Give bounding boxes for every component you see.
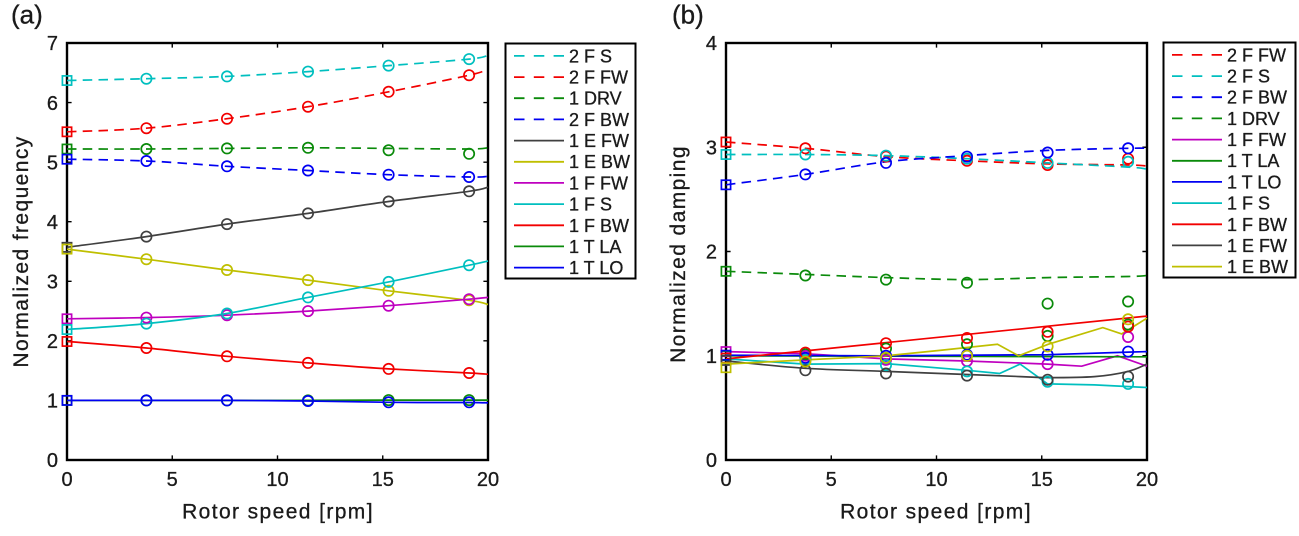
svg-text:20: 20 — [477, 469, 499, 491]
svg-text:1 DRV: 1 DRV — [569, 89, 622, 109]
svg-text:4: 4 — [706, 33, 717, 55]
svg-text:2 F S: 2 F S — [569, 46, 612, 66]
svg-text:2 F S: 2 F S — [1227, 67, 1270, 87]
svg-text:1 E FW: 1 E FW — [569, 131, 629, 151]
svg-text:15: 15 — [1031, 469, 1053, 491]
svg-text:2: 2 — [706, 242, 717, 264]
svg-text:4: 4 — [47, 212, 58, 234]
svg-text:1 F S: 1 F S — [569, 195, 612, 215]
svg-text:0: 0 — [47, 450, 58, 472]
svg-text:Normalized damping: Normalized damping — [667, 145, 690, 363]
svg-text:(b): (b) — [672, 0, 704, 30]
svg-text:2 F BW: 2 F BW — [569, 110, 629, 130]
svg-text:1: 1 — [706, 346, 717, 368]
svg-text:1 F S: 1 F S — [1227, 194, 1270, 214]
svg-text:7: 7 — [47, 33, 58, 55]
svg-text:1 F FW: 1 F FW — [1227, 130, 1286, 150]
svg-text:0: 0 — [720, 469, 731, 491]
svg-text:1 F BW: 1 F BW — [1227, 215, 1287, 235]
svg-text:5: 5 — [167, 469, 178, 491]
svg-text:(a): (a) — [11, 0, 43, 30]
svg-text:1 E FW: 1 E FW — [1227, 236, 1287, 256]
svg-text:1 F BW: 1 F BW — [569, 216, 629, 236]
svg-text:2 F FW: 2 F FW — [1227, 45, 1286, 65]
svg-text:0: 0 — [706, 450, 717, 472]
svg-text:Normalized frequency: Normalized frequency — [10, 135, 33, 367]
svg-text:2 F FW: 2 F FW — [569, 68, 628, 88]
svg-text:1 DRV: 1 DRV — [1227, 109, 1280, 129]
svg-text:6: 6 — [47, 93, 58, 115]
svg-text:1 T LA: 1 T LA — [1227, 151, 1279, 171]
svg-text:2 F BW: 2 F BW — [1227, 88, 1287, 108]
svg-text:10: 10 — [925, 469, 947, 491]
svg-text:1 E BW: 1 E BW — [569, 152, 630, 172]
svg-text:2: 2 — [47, 331, 58, 353]
svg-text:3: 3 — [706, 137, 717, 159]
svg-text:5: 5 — [826, 469, 837, 491]
svg-text:15: 15 — [372, 469, 394, 491]
svg-text:1 T LA: 1 T LA — [569, 237, 621, 257]
svg-text:0: 0 — [61, 469, 72, 491]
svg-text:1: 1 — [47, 391, 58, 413]
svg-text:Rotor speed [rpm]: Rotor speed [rpm] — [840, 501, 1032, 524]
svg-text:10: 10 — [266, 469, 288, 491]
svg-text:1 T LO: 1 T LO — [569, 258, 623, 278]
svg-text:1 F FW: 1 F FW — [569, 173, 628, 193]
svg-text:3: 3 — [47, 272, 58, 294]
svg-text:1 E BW: 1 E BW — [1227, 257, 1288, 277]
svg-text:5: 5 — [47, 152, 58, 174]
svg-text:20: 20 — [1136, 469, 1158, 491]
svg-text:1 T LO: 1 T LO — [1227, 172, 1281, 192]
svg-text:Rotor speed [rpm]: Rotor speed [rpm] — [182, 501, 374, 524]
